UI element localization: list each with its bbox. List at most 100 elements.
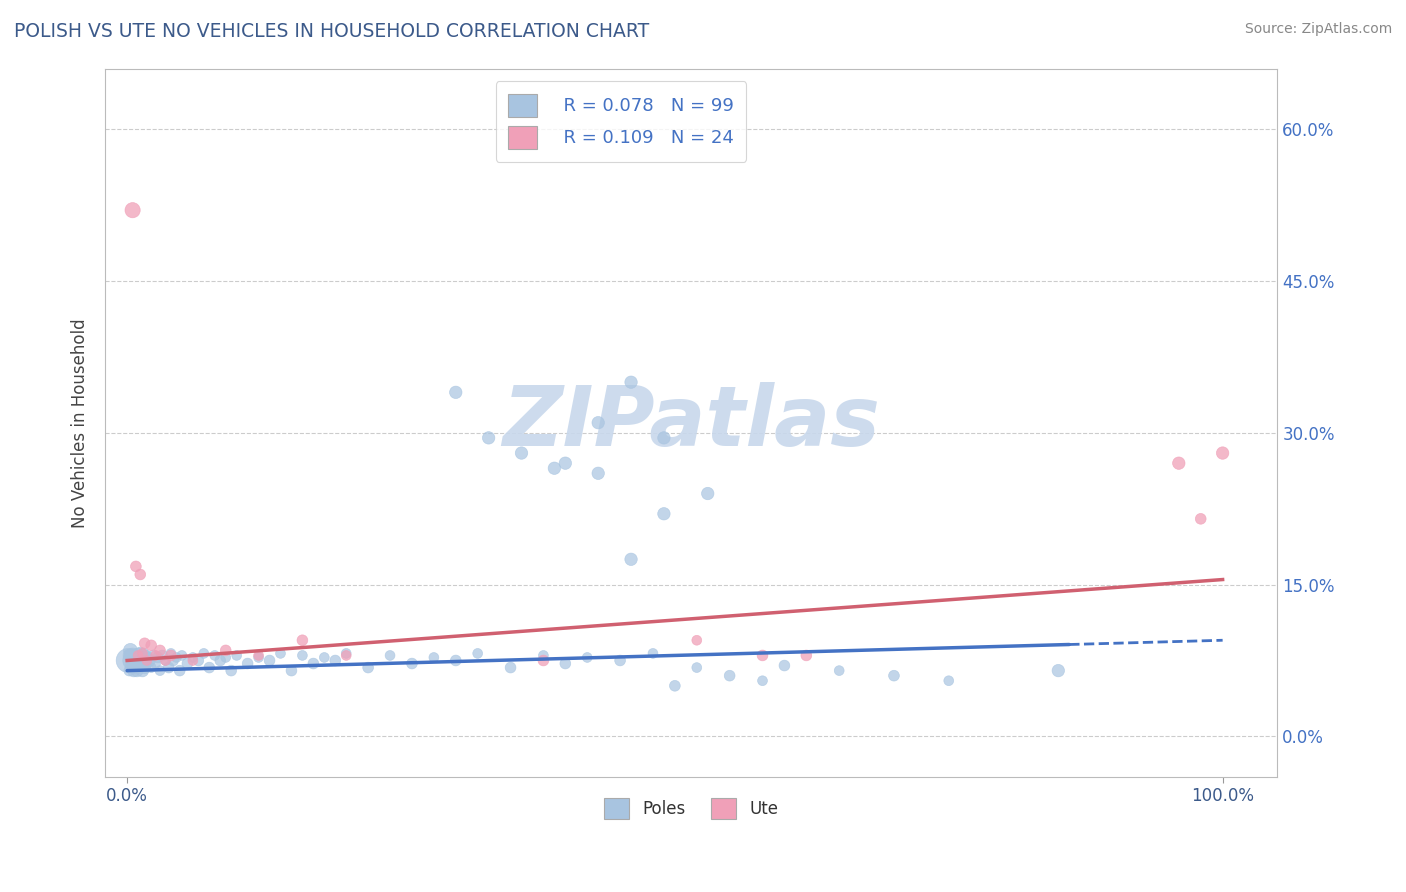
Point: [146, 650, 169, 665]
Point: [132, 647, 155, 661]
Point: [554, 657, 576, 671]
Point: [157, 660, 180, 674]
Point: [145, 657, 167, 671]
Point: [132, 653, 155, 667]
Point: [135, 653, 157, 667]
Point: [686, 660, 709, 674]
Point: [586, 416, 609, 430]
Point: [125, 559, 148, 574]
Point: [586, 467, 609, 481]
Point: [134, 660, 156, 674]
Point: [149, 643, 172, 657]
Point: [302, 657, 325, 671]
Point: [124, 648, 146, 663]
Point: [125, 660, 148, 674]
Point: [131, 647, 153, 661]
Point: [155, 653, 177, 667]
Point: [280, 664, 302, 678]
Point: [176, 657, 198, 671]
Point: [1189, 512, 1212, 526]
Point: [135, 657, 157, 671]
Point: [120, 658, 142, 673]
Point: [499, 660, 522, 674]
Point: [291, 648, 314, 663]
Point: [127, 648, 149, 663]
Point: [204, 648, 226, 663]
Point: [401, 657, 423, 671]
Point: [751, 648, 773, 663]
Point: [120, 643, 142, 657]
Point: [686, 633, 709, 648]
Point: [169, 664, 191, 678]
Point: [219, 664, 242, 678]
Point: [121, 203, 143, 218]
Point: [138, 653, 160, 667]
Point: [215, 650, 238, 665]
Point: [121, 653, 143, 667]
Point: [149, 664, 172, 678]
Point: [883, 668, 905, 682]
Legend: Poles, Ute: Poles, Ute: [598, 791, 785, 825]
Point: [576, 650, 599, 665]
Point: [170, 648, 193, 663]
Point: [664, 679, 686, 693]
Point: [1047, 664, 1070, 678]
Point: [131, 658, 153, 673]
Point: [1212, 446, 1234, 460]
Point: [162, 653, 184, 667]
Point: [718, 668, 741, 682]
Text: ZIPatlas: ZIPatlas: [502, 382, 880, 463]
Point: [335, 647, 357, 661]
Point: [155, 653, 177, 667]
Point: [467, 647, 489, 661]
Point: [122, 650, 145, 665]
Point: [531, 653, 554, 667]
Point: [291, 633, 314, 648]
Point: [259, 653, 281, 667]
Point: [125, 650, 148, 665]
Point: [357, 660, 380, 674]
Point: [510, 446, 533, 460]
Point: [125, 664, 148, 678]
Point: [828, 664, 851, 678]
Point: [117, 653, 139, 667]
Point: [314, 650, 336, 665]
Point: [165, 650, 187, 665]
Point: [160, 647, 183, 661]
Point: [141, 660, 163, 674]
Point: [142, 648, 165, 663]
Point: [773, 658, 796, 673]
Point: [129, 567, 152, 582]
Point: [131, 650, 153, 665]
Point: [269, 647, 291, 661]
Point: [145, 648, 167, 663]
Text: Source: ZipAtlas.com: Source: ZipAtlas.com: [1244, 22, 1392, 37]
Point: [620, 552, 643, 566]
Point: [209, 653, 232, 667]
Point: [150, 648, 173, 663]
Y-axis label: No Vehicles in Household: No Vehicles in Household: [72, 318, 89, 527]
Point: [121, 660, 143, 674]
Point: [751, 673, 773, 688]
Point: [444, 385, 467, 400]
Point: [225, 648, 247, 663]
Point: [652, 431, 675, 445]
Point: [122, 664, 145, 678]
Point: [129, 653, 152, 667]
Point: [323, 653, 346, 667]
Point: [127, 653, 149, 667]
Point: [128, 660, 150, 674]
Point: [141, 638, 163, 652]
Point: [135, 648, 157, 663]
Point: [641, 647, 664, 661]
Point: [129, 647, 152, 661]
Point: [128, 658, 150, 673]
Point: [444, 653, 467, 667]
Point: [531, 648, 554, 663]
Point: [193, 647, 215, 661]
Point: [423, 650, 446, 665]
Point: [215, 643, 238, 657]
Point: [127, 647, 149, 661]
Point: [652, 507, 675, 521]
Point: [696, 486, 718, 500]
